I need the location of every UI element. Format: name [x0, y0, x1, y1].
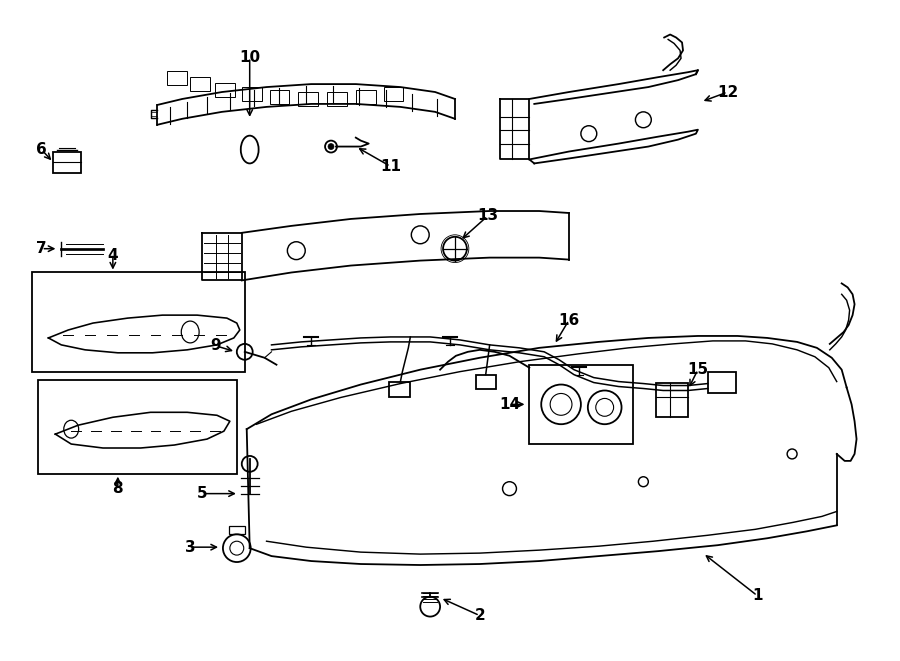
Circle shape [325, 141, 337, 153]
Bar [242, 87, 262, 101]
Text: 8: 8 [112, 481, 123, 496]
Text: 10: 10 [239, 50, 260, 65]
Bar [32, 272, 245, 371]
Text: 15: 15 [688, 362, 708, 377]
Text: 11: 11 [380, 159, 401, 174]
Bar [269, 91, 290, 104]
Text: 16: 16 [558, 313, 580, 328]
Bar [389, 381, 410, 397]
Bar [298, 92, 318, 106]
Bar [529, 365, 634, 444]
Text: 9: 9 [211, 338, 221, 354]
Text: 3: 3 [184, 539, 195, 555]
Bar [53, 151, 81, 173]
Bar [356, 90, 375, 104]
Bar [190, 77, 210, 91]
Bar [327, 92, 346, 106]
Bar [383, 87, 403, 100]
Bar [215, 83, 235, 97]
Text: 2: 2 [474, 608, 485, 623]
Text: 4: 4 [107, 248, 118, 263]
Bar [167, 71, 187, 85]
Text: 14: 14 [499, 397, 520, 412]
Text: 12: 12 [717, 85, 738, 100]
Circle shape [328, 143, 334, 149]
Bar [656, 383, 688, 417]
Bar [39, 379, 237, 474]
Text: 6: 6 [36, 142, 47, 157]
Text: 5: 5 [197, 486, 207, 501]
Bar [229, 526, 245, 534]
Bar [707, 371, 735, 393]
Text: 1: 1 [752, 588, 762, 603]
Bar [476, 375, 496, 389]
Text: 7: 7 [36, 241, 47, 256]
Text: 13: 13 [477, 208, 499, 223]
